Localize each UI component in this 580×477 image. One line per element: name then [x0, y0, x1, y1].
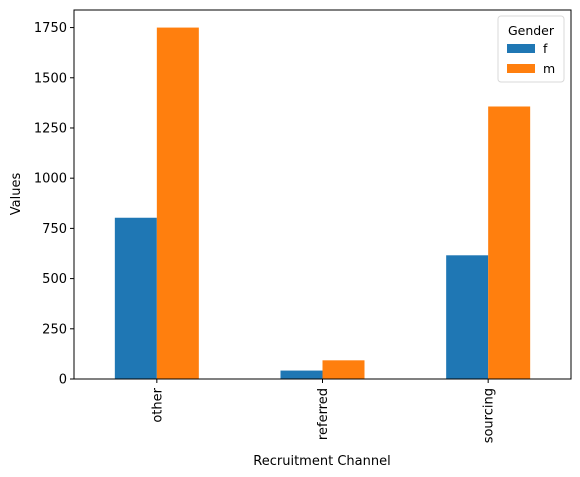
x-tick-label: referred [316, 388, 331, 440]
legend-swatch-f [507, 44, 535, 53]
y-tick-label: 0 [59, 373, 67, 388]
legend-title: Gender [508, 23, 555, 38]
legend-swatch-m [507, 64, 535, 73]
bars-layer [114, 27, 531, 379]
y-tick-label: 250 [42, 322, 67, 337]
bar-m-sourcing [488, 106, 531, 379]
x-tick-label: other [150, 387, 165, 422]
y-axis-label: Values [9, 173, 24, 216]
y-tick-label: 1500 [34, 71, 67, 86]
bar-m-referred [322, 360, 365, 379]
x-axis-label: Recruitment Channel [253, 454, 390, 469]
bar-f-referred [280, 370, 323, 379]
bar-f-other [114, 217, 157, 379]
y-tick-label: 750 [42, 222, 67, 237]
legend-label-f: f [543, 41, 548, 56]
x-tick-label: sourcing [482, 388, 497, 443]
y-tick-label: 1000 [34, 172, 67, 187]
y-tick-label: 1750 [34, 21, 67, 36]
y-tick-label: 500 [42, 272, 67, 287]
bar-f-sourcing [446, 255, 489, 379]
legend-items: fm [507, 41, 555, 76]
legend: Gender fm [497, 15, 565, 83]
ticks-layer: 0 250 500 750 1000 1250 1500 1750 other referred s… [34, 21, 497, 443]
y-tick-label: 1250 [34, 121, 67, 136]
legend-label-m: m [543, 61, 555, 76]
bar-m-other [156, 27, 199, 379]
